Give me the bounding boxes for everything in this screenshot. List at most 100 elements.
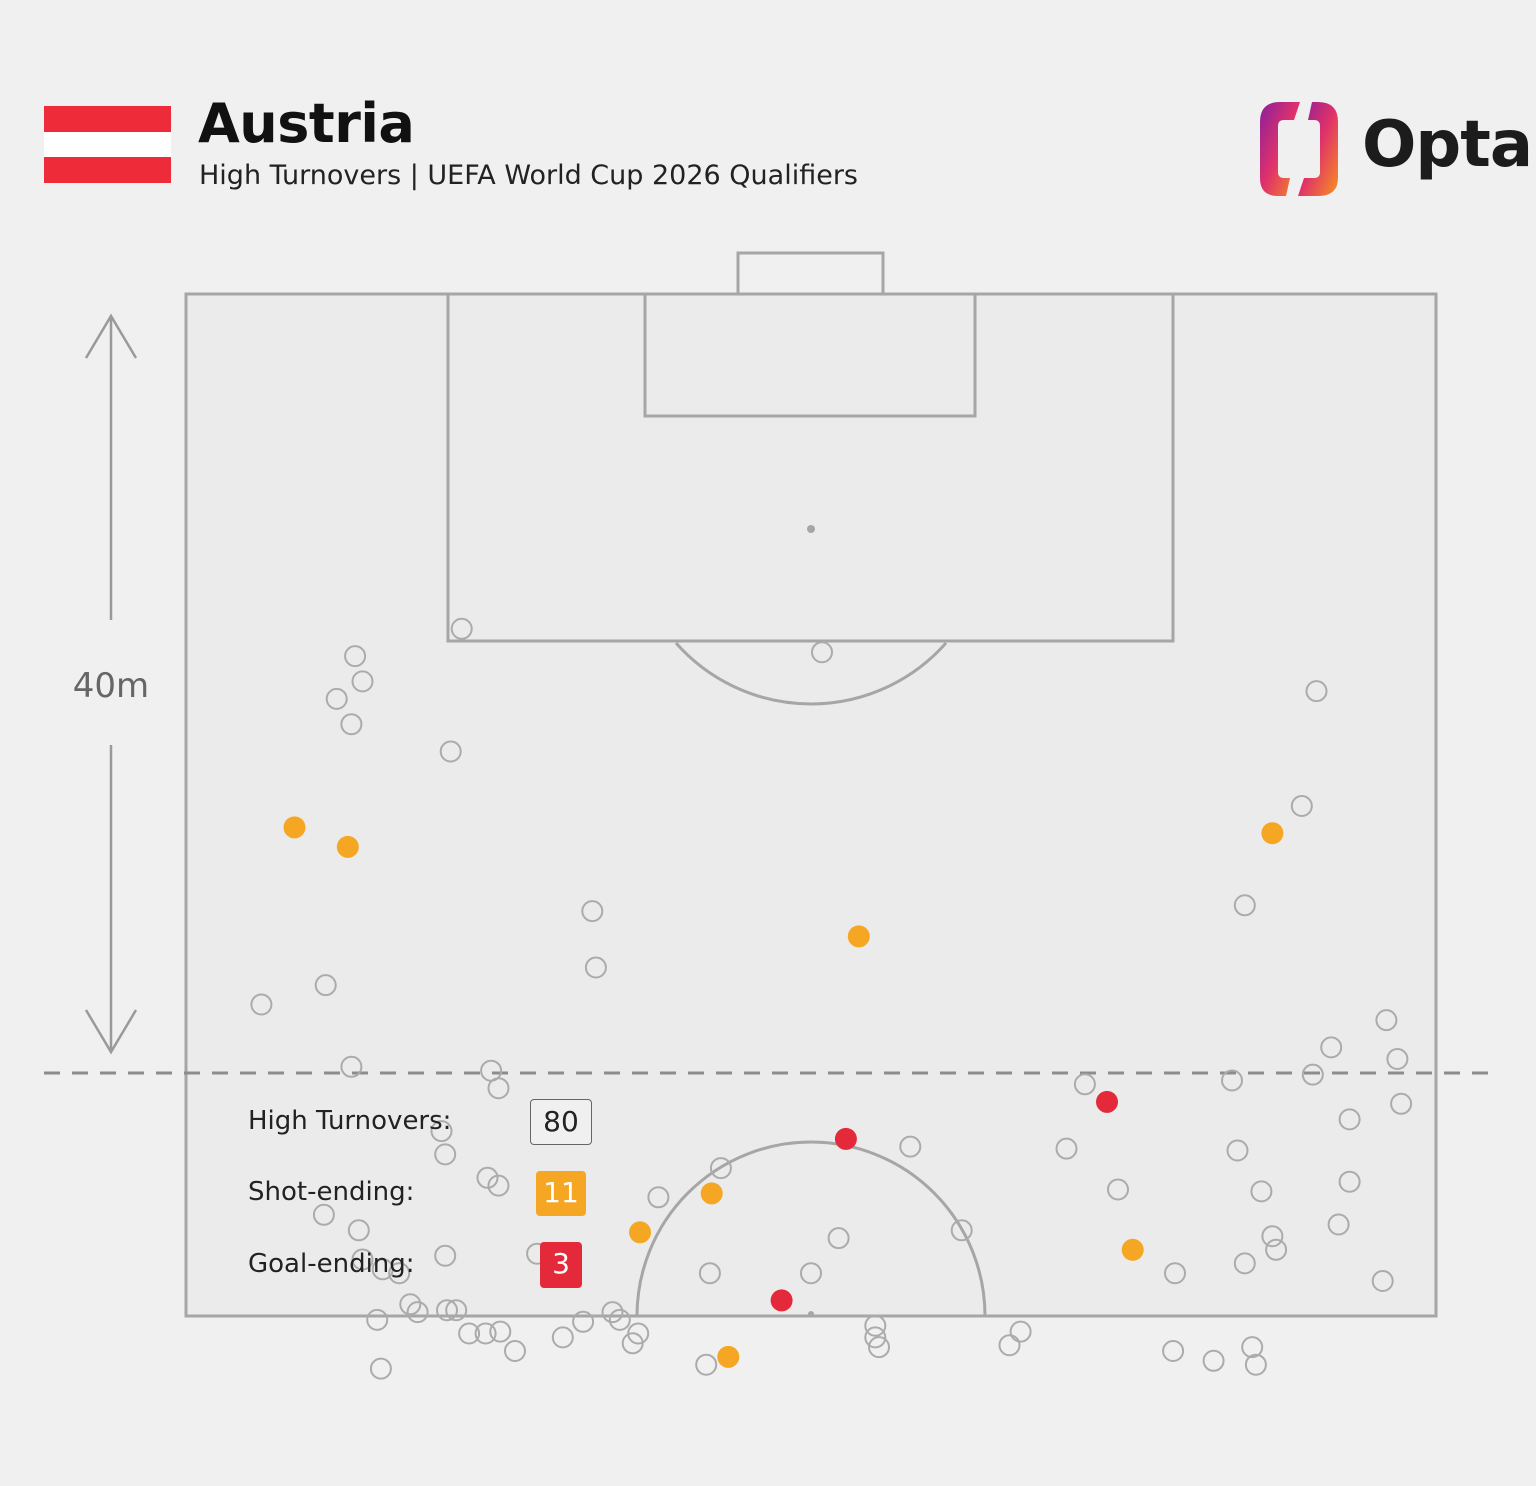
turnover-point xyxy=(1327,1213,1350,1236)
turnover-point xyxy=(476,1166,499,1189)
turnover-point xyxy=(450,617,473,640)
turnover-point xyxy=(344,645,367,668)
goal-ending-point xyxy=(834,1127,857,1150)
turnover-point xyxy=(698,1262,721,1285)
turnover-point xyxy=(1226,1139,1249,1162)
turnover-point xyxy=(1371,1270,1394,1292)
opta-logo-icon xyxy=(1260,102,1338,196)
turnover-point xyxy=(340,713,363,736)
turnover-point xyxy=(950,1219,973,1242)
centre-spot xyxy=(808,1311,814,1317)
shot-ending-point xyxy=(717,1345,740,1368)
turnover-point xyxy=(351,670,374,693)
turnover-point xyxy=(899,1135,922,1158)
turnover-point xyxy=(504,1340,526,1362)
turnover-point xyxy=(627,1322,650,1345)
turnover-point xyxy=(1338,1170,1361,1193)
distance-arrow xyxy=(84,313,138,1055)
turnover-point xyxy=(1301,1063,1324,1086)
turnover-point xyxy=(584,956,607,979)
turnover-point xyxy=(998,1334,1021,1357)
turnover-point xyxy=(1338,1108,1361,1131)
turnover-point xyxy=(1241,1336,1264,1359)
turnover-point xyxy=(1250,1180,1273,1203)
turnover-point xyxy=(351,1248,374,1271)
turnover-point xyxy=(487,1077,510,1100)
shot-ending-point xyxy=(1121,1238,1144,1261)
flag-stripe-bottom xyxy=(44,157,171,183)
penalty-arc xyxy=(674,642,948,706)
turnover-point xyxy=(371,1258,394,1281)
turnover-point xyxy=(868,1336,890,1359)
turnover-point xyxy=(608,1308,631,1331)
goal xyxy=(736,251,885,296)
turnover-point xyxy=(340,1055,363,1078)
turnover-point xyxy=(1386,1048,1409,1070)
turnover-point xyxy=(647,1186,670,1209)
turnover-point xyxy=(434,1143,457,1166)
penalty-spot xyxy=(807,525,815,533)
distance-label: 40m xyxy=(73,666,149,706)
shot-ending-point xyxy=(700,1182,723,1205)
turnover-point xyxy=(827,1227,850,1250)
turnover-point xyxy=(474,1322,497,1345)
turnover-point xyxy=(1202,1349,1225,1372)
turnover-point xyxy=(551,1326,574,1349)
turnover-point xyxy=(314,974,337,997)
goal-ending-point xyxy=(770,1289,793,1312)
turnover-point xyxy=(1221,1069,1243,1092)
legend-goal-ending-label: Goal-ending: xyxy=(248,1249,415,1279)
shot-ending-point xyxy=(1261,822,1284,845)
turnover-point xyxy=(572,1310,595,1333)
turnover-point xyxy=(581,900,604,923)
six-yard-box xyxy=(643,292,977,418)
austria-flag xyxy=(44,106,171,183)
opta-logo: Opta xyxy=(1256,98,1533,200)
legend-shot-ending-badge: 11 xyxy=(536,1171,586,1216)
turnover-point xyxy=(325,687,348,710)
turnover-point xyxy=(369,1357,392,1380)
pitch-outline xyxy=(184,292,1438,1318)
turnover-point xyxy=(695,1353,718,1376)
turnover-point xyxy=(1233,894,1256,917)
shot-ending-point xyxy=(336,835,359,858)
shot-ending-point xyxy=(283,816,306,839)
turnover-point xyxy=(406,1301,429,1324)
turnover-point xyxy=(1265,1238,1288,1261)
turnover-point xyxy=(487,1174,510,1197)
turnover-point xyxy=(864,1314,887,1337)
turnover-point xyxy=(250,993,273,1016)
arrow-up-icon xyxy=(84,313,138,359)
turnover-point xyxy=(1162,1340,1185,1362)
turnover-point xyxy=(1290,795,1313,817)
legend-high-turnovers-label: High Turnovers: xyxy=(248,1106,452,1136)
shot-ending-point xyxy=(847,925,870,948)
turnover-point xyxy=(1073,1073,1096,1096)
turnover-point xyxy=(399,1293,422,1316)
pitch-markings xyxy=(184,251,1438,1318)
turnover-point xyxy=(1164,1262,1186,1285)
turnover-point xyxy=(1244,1353,1267,1376)
turnover-point xyxy=(366,1308,389,1331)
turnover-point xyxy=(1055,1137,1078,1160)
shot-ending-point xyxy=(629,1221,651,1244)
turnover-point xyxy=(601,1301,624,1324)
turnover-point xyxy=(1009,1320,1032,1343)
turnover-point xyxy=(1320,1036,1343,1059)
legend-high-turnovers-badge: 80 xyxy=(530,1099,592,1145)
turnover-markers xyxy=(250,617,1413,1380)
legend-goal-ending-badge: 3 xyxy=(540,1242,582,1288)
turnover-point xyxy=(388,1262,411,1285)
turnover-point xyxy=(1305,680,1328,703)
turnover-point xyxy=(347,1219,370,1242)
turnover-point xyxy=(1107,1178,1129,1201)
turnover-point xyxy=(312,1203,335,1226)
turnover-point xyxy=(1390,1092,1413,1115)
turnover-point xyxy=(800,1262,822,1285)
centre-circle-half xyxy=(635,1140,987,1317)
turnover-point xyxy=(1261,1225,1284,1248)
turnover-point xyxy=(436,1299,458,1322)
page-subtitle: High Turnovers | UEFA World Cup 2026 Qua… xyxy=(199,160,858,191)
turnover-point xyxy=(445,1299,468,1322)
